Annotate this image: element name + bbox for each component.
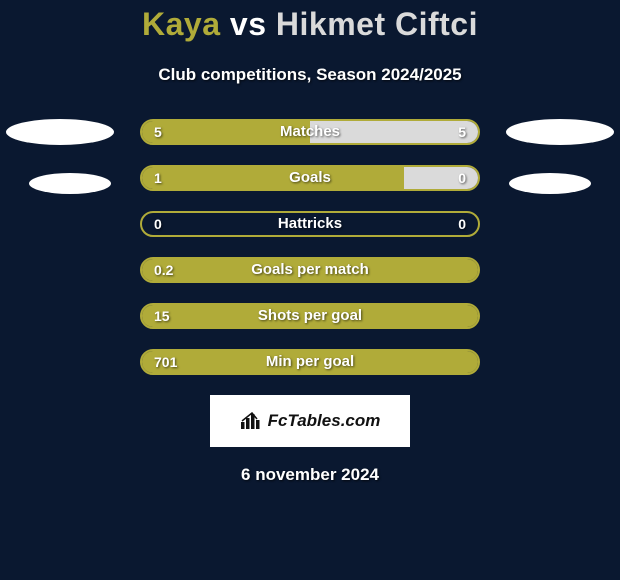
stat-label: Matches: [142, 121, 478, 143]
stat-bar: 55Matches: [140, 119, 480, 145]
stat-bar: 0.2Goals per match: [140, 257, 480, 283]
player2-name: Hikmet Ciftci: [276, 6, 478, 42]
bar-chart-icon: [240, 412, 262, 430]
decorative-oval: [506, 119, 614, 145]
source-badge-text: FcTables.com: [268, 411, 381, 431]
snapshot-date: 6 november 2024: [0, 465, 620, 485]
stat-label: Goals per match: [142, 259, 478, 281]
stat-bar: 10Goals: [140, 165, 480, 191]
stat-bar: 701Min per goal: [140, 349, 480, 375]
decorative-oval: [509, 173, 591, 194]
stat-label: Hattricks: [142, 213, 478, 235]
decorative-oval: [29, 173, 111, 194]
decorative-oval: [6, 119, 114, 145]
stat-bars-container: 55Matches 10Goals 00Hattricks 0.2Goals per …: [140, 119, 480, 375]
stat-label: Min per goal: [142, 351, 478, 373]
subtitle: Club competitions, Season 2024/2025: [0, 65, 620, 85]
stats-area: 55Matches 10Goals 00Hattricks 0.2Goals per …: [0, 119, 620, 375]
source-badge: FcTables.com: [210, 395, 410, 447]
stat-label: Goals: [142, 167, 478, 189]
comparison-title: Kaya vs Hikmet Ciftci: [0, 0, 620, 43]
stat-bar: 15Shots per goal: [140, 303, 480, 329]
stat-bar: 00Hattricks: [140, 211, 480, 237]
player1-name: Kaya: [142, 6, 221, 42]
stat-label: Shots per goal: [142, 305, 478, 327]
vs-separator: vs: [230, 6, 267, 42]
